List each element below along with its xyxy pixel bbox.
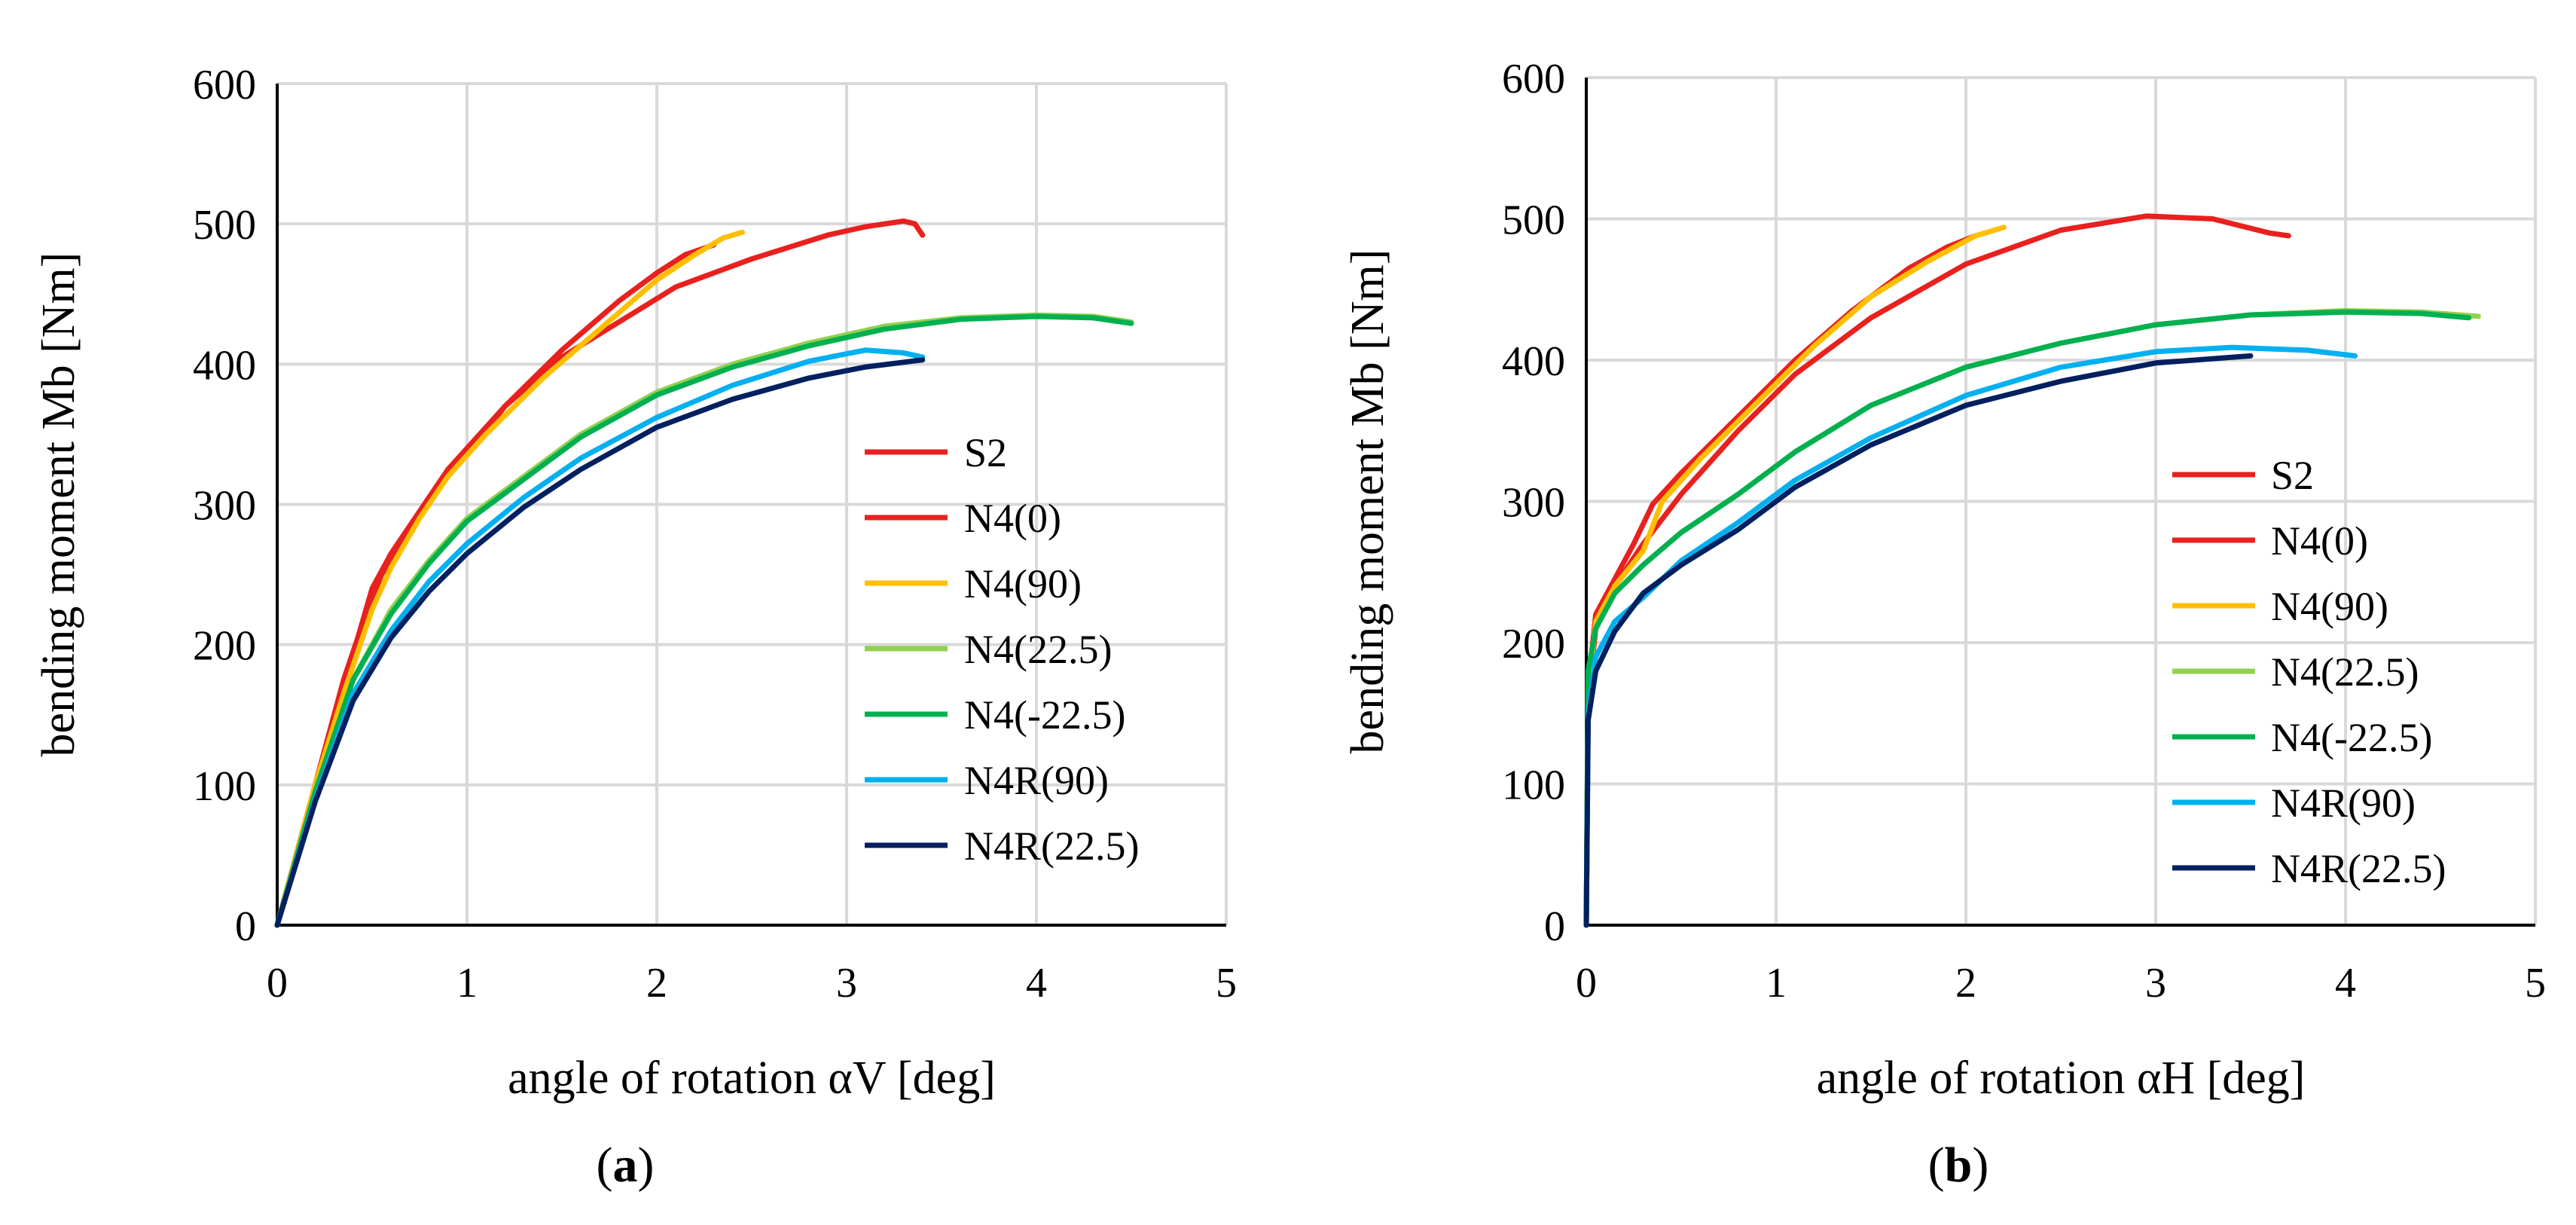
series-line — [274, 347, 926, 928]
x-tick-label: 0 — [267, 960, 288, 1007]
panel-a-chart: 0 100 200 300 400 500 600 0 1 2 3 4 5 bending moment … — [33, 62, 1237, 1193]
x-axis-label: angle of rotation αH [deg] — [1817, 1052, 2306, 1104]
y-tick-label: 600 — [1502, 56, 1565, 102]
legend-label: N4R(90) — [2271, 781, 2416, 826]
y-tick-label: 300 — [1502, 480, 1565, 527]
legend-label: N4(-22.5) — [2271, 715, 2432, 760]
y-tick-label: 600 — [193, 62, 256, 108]
x-tick-label: 1 — [1766, 960, 1787, 1007]
x-tick-label: 4 — [1026, 960, 1047, 1007]
series-line — [274, 242, 717, 928]
legend-label: N4R(90) — [964, 758, 1109, 803]
legend-label: N4(22.5) — [2271, 649, 2419, 695]
x-tick-label: 3 — [2145, 960, 2166, 1007]
y-tick-label: 500 — [1502, 197, 1565, 244]
x-tick-label: 2 — [646, 960, 667, 1007]
legend-label: S2 — [964, 430, 1007, 475]
legend-label: N4(90) — [964, 561, 1082, 606]
y-tick-label: 0 — [235, 903, 256, 950]
series-line — [1583, 225, 2007, 928]
x-tick-label: 5 — [2525, 960, 2546, 1007]
series-line — [1583, 233, 1979, 928]
y-tick-label: 100 — [1502, 762, 1565, 809]
x-tick-label: 0 — [1576, 960, 1597, 1007]
legend-label: N4(0) — [964, 496, 1061, 541]
y-axis-label: bending moment Mb [Nm] — [33, 252, 84, 757]
legend-label: N4(90) — [2271, 584, 2388, 629]
y-tick-label: 500 — [193, 202, 256, 249]
series-line — [274, 357, 926, 928]
subfigure-label: (a) — [597, 1138, 655, 1193]
x-tick-label: 1 — [456, 960, 478, 1007]
legend-label: N4(0) — [2271, 518, 2368, 564]
legend-label: S2 — [2271, 453, 2314, 498]
x-tick-label: 4 — [2335, 960, 2356, 1007]
y-tick-label: 300 — [193, 483, 256, 530]
series-line — [1583, 344, 2358, 928]
y-tick-label: 400 — [193, 342, 256, 389]
legend-label: N4(22.5) — [964, 627, 1112, 672]
x-tick-label: 2 — [1955, 960, 1976, 1007]
x-tick-label: 3 — [836, 960, 857, 1007]
legend-label: N4R(22.5) — [964, 823, 1139, 869]
y-tick-label: 200 — [193, 623, 256, 670]
panel-b-chart: 0 100 200 300 400 500 600 0 1 2 3 4 5 bending moment … — [1342, 56, 2546, 1193]
x-axis-label: angle of rotation αV [deg] — [508, 1052, 996, 1104]
y-tick-label: 0 — [1544, 903, 1565, 950]
legend-label: N4R(22.5) — [2271, 846, 2446, 891]
y-tick-label: 200 — [1502, 621, 1565, 667]
x-tick-label: 5 — [1216, 960, 1237, 1007]
series-line — [274, 229, 745, 928]
y-tick-label: 400 — [1502, 338, 1565, 385]
y-tick-label: 100 — [193, 763, 256, 810]
series-line — [274, 313, 1134, 928]
series-line — [1583, 353, 2254, 928]
legend-label: N4(-22.5) — [964, 692, 1125, 738]
y-axis-label: bending moment Mb [Nm] — [1342, 249, 1393, 754]
series-line — [1583, 309, 2472, 928]
subfigure-label: (b) — [1928, 1138, 1989, 1193]
